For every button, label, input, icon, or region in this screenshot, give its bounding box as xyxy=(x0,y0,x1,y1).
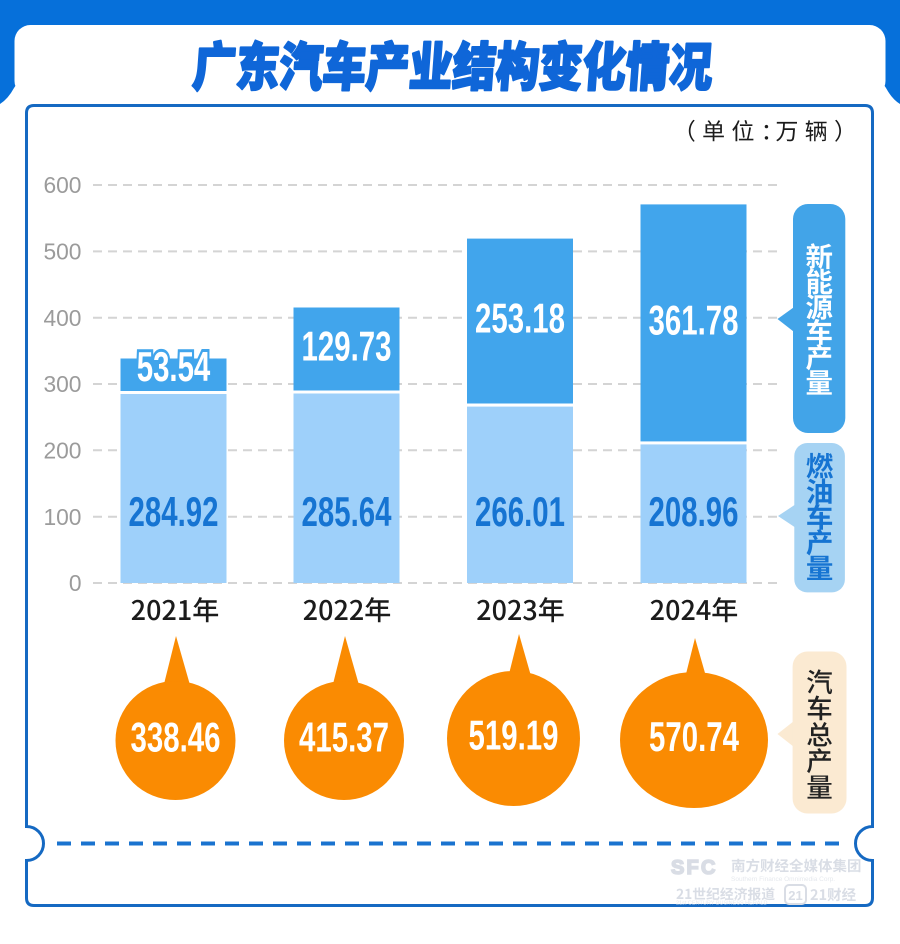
svg-text:0: 0 xyxy=(69,570,82,596)
svg-text:253.18: 253.18 xyxy=(475,294,565,342)
svg-text:338.46: 338.46 xyxy=(131,713,221,761)
svg-text:208.96: 208.96 xyxy=(649,488,739,536)
svg-text:500: 500 xyxy=(43,239,81,265)
svg-text:200: 200 xyxy=(43,437,81,463)
svg-text:361.78: 361.78 xyxy=(649,296,739,344)
svg-text:53.54: 53.54 xyxy=(137,343,211,391)
svg-text:570.74: 570.74 xyxy=(649,713,739,761)
svg-text:600: 600 xyxy=(43,172,81,198)
svg-text:21st CENTURY BUSINESS HERALD: 21st CENTURY BUSINESS HERALD xyxy=(676,901,768,907)
svg-text:266.01: 266.01 xyxy=(475,488,565,536)
svg-text:21: 21 xyxy=(788,888,802,903)
svg-text:284.92: 284.92 xyxy=(129,488,219,536)
svg-text:100: 100 xyxy=(43,504,81,530)
svg-text:300: 300 xyxy=(43,371,81,397)
svg-text:285.64: 285.64 xyxy=(302,488,392,536)
svg-text:415.37: 415.37 xyxy=(299,713,389,761)
svg-text:519.19: 519.19 xyxy=(469,711,559,759)
svg-text:129.73: 129.73 xyxy=(302,322,392,370)
svg-text:Southern Finance Omnimedia Cor: Southern Finance Omnimedia Corp. xyxy=(731,876,835,883)
svg-text:400: 400 xyxy=(43,305,81,331)
svg-text:SFC: SFC xyxy=(671,857,718,879)
